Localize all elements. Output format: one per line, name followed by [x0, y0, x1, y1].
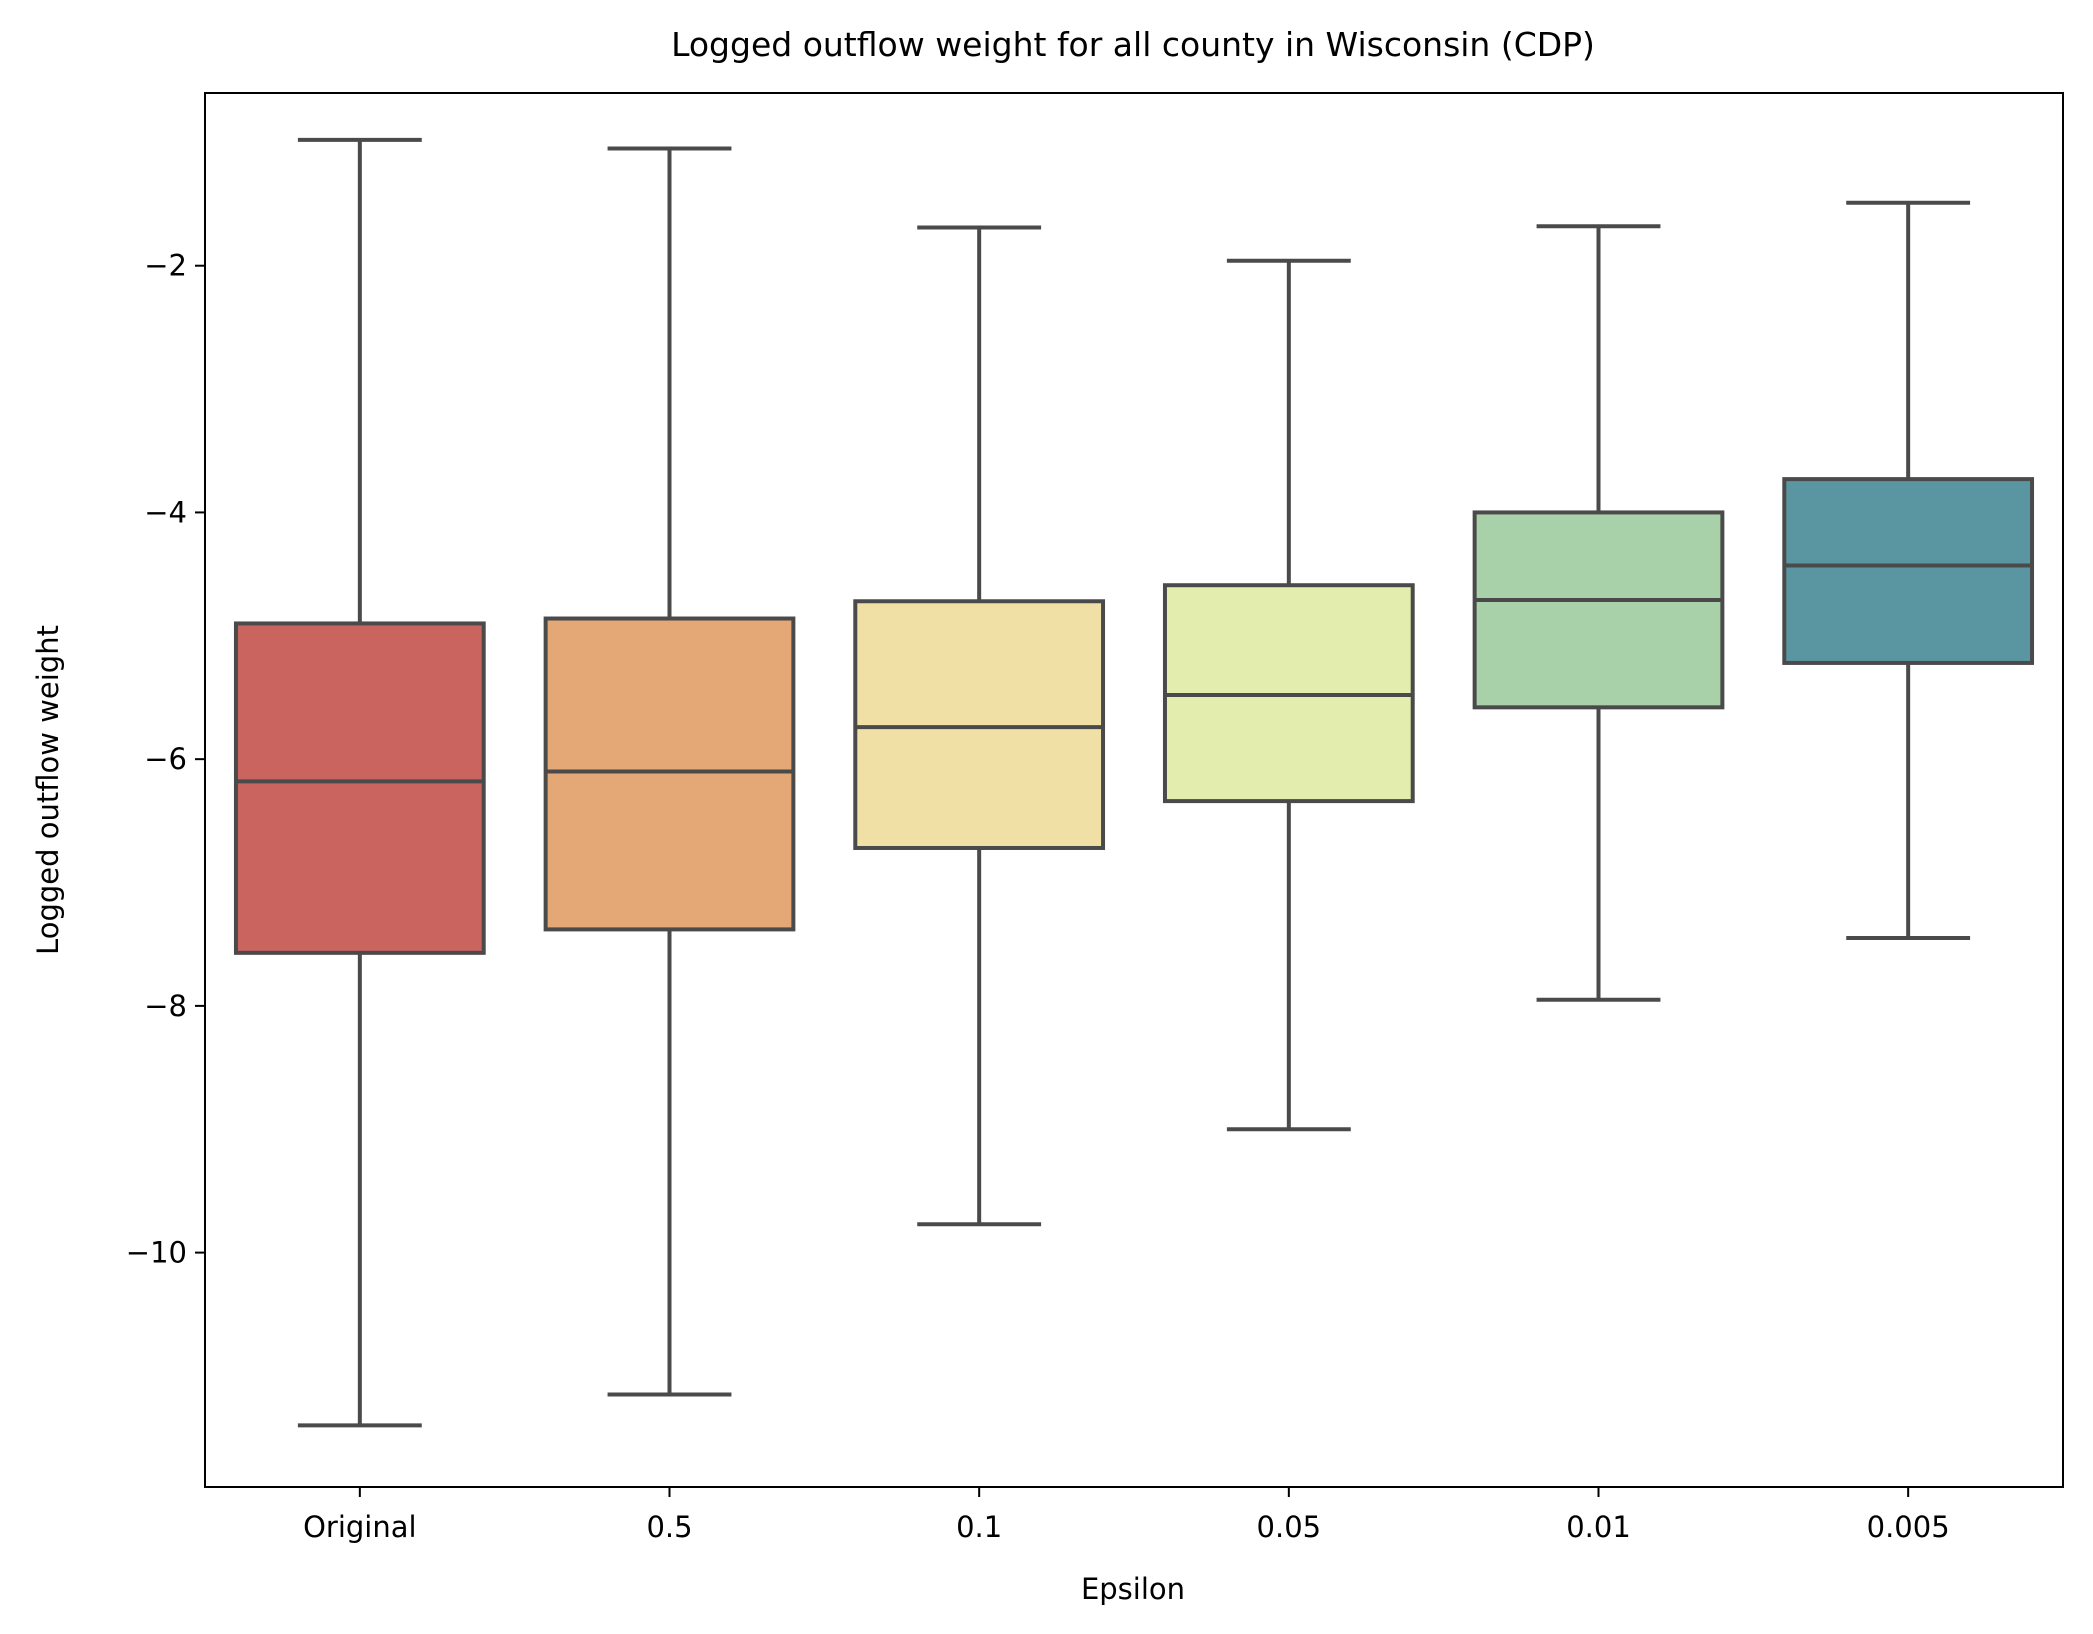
- x-tick-label: 0.5: [646, 1510, 692, 1544]
- y-axis: −10 −8 −6 −4 −2: [126, 249, 205, 1270]
- y-tick-label: −10: [126, 1236, 187, 1270]
- box-group-0.005: [1782, 200, 2035, 941]
- box-group-0.5: [543, 146, 796, 1397]
- chart-title: Logged outflow weight for all county in …: [671, 25, 1595, 64]
- box-group-Original: [233, 137, 486, 1428]
- box-group-0.1: [853, 225, 1106, 1227]
- y-tick-label: −8: [144, 989, 187, 1023]
- y-tick-label: −4: [144, 495, 187, 529]
- x-tick-label: 0.01: [1566, 1510, 1631, 1544]
- y-tick-label: −2: [144, 249, 187, 283]
- x-axis: Original 0.5 0.1 0.05 0.01 0.005: [303, 1487, 1950, 1544]
- box: [1782, 477, 2035, 665]
- x-tick-label: Original: [303, 1510, 416, 1544]
- y-tick-label: −6: [144, 742, 187, 776]
- x-tick-label: 0.1: [956, 1510, 1002, 1544]
- y-axis-label: Logged outflow weight: [31, 625, 65, 955]
- box: [233, 621, 486, 955]
- x-tick-label: 0.05: [1257, 1510, 1322, 1544]
- box-group-0.05: [1162, 258, 1415, 1132]
- plot-frame: [204, 92, 2064, 1488]
- x-axis-label: Epsilon: [1081, 1572, 1185, 1606]
- box-group-0.01: [1472, 224, 1725, 1002]
- box: [853, 599, 1106, 850]
- plot-area: [233, 137, 2035, 1428]
- box: [1472, 510, 1725, 710]
- box: [543, 616, 796, 932]
- x-tick-label: 0.005: [1867, 1510, 1950, 1544]
